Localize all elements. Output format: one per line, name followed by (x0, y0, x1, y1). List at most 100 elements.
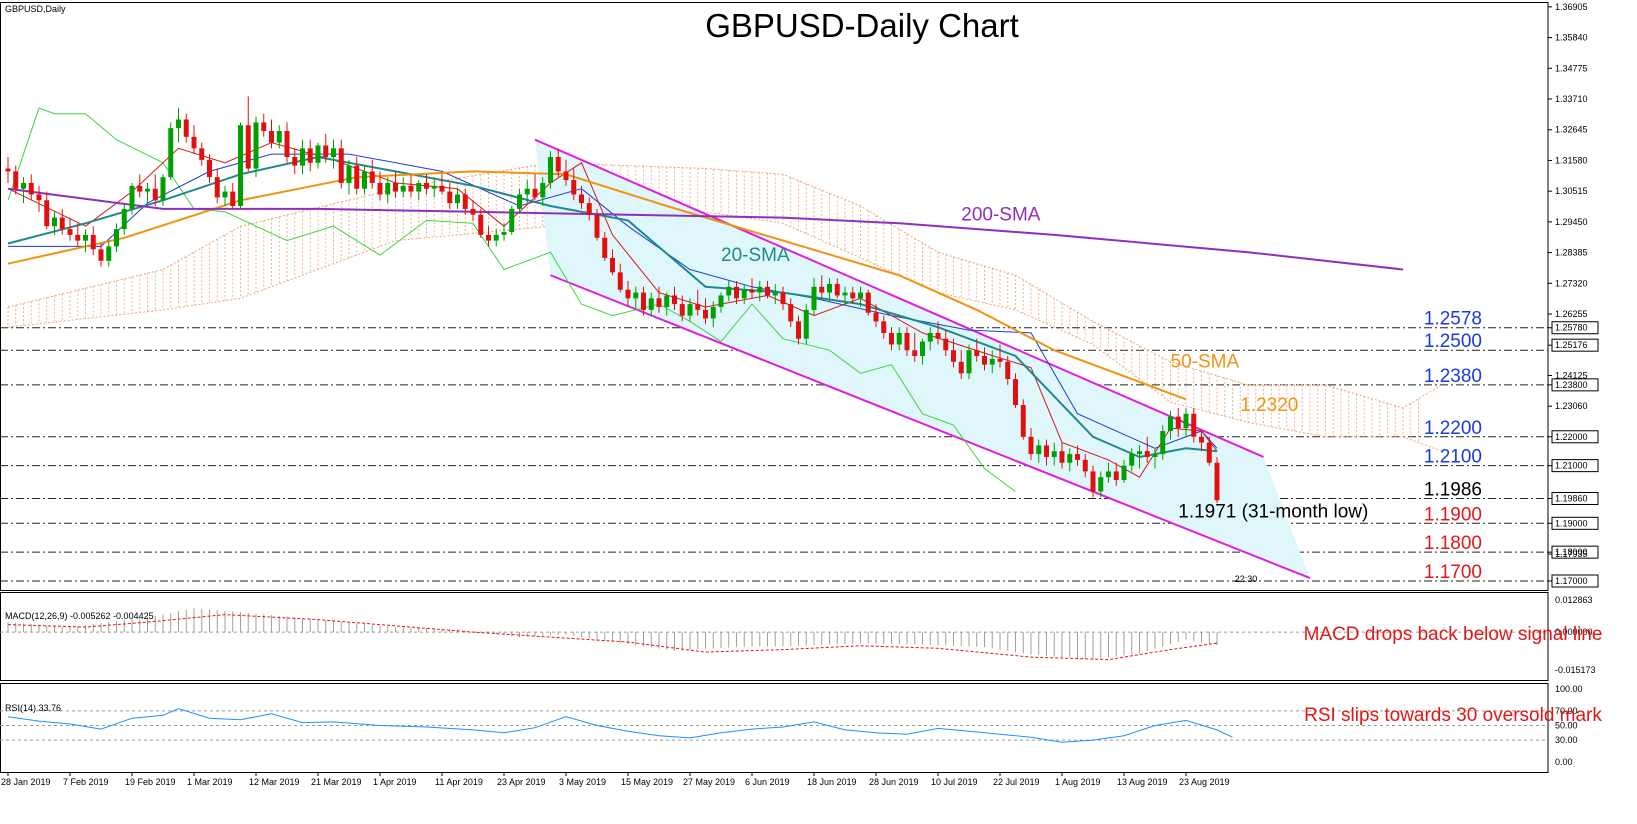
candle-body (935, 332, 941, 339)
macd-axis-label: 0.012863 (1555, 595, 1593, 605)
candle-body (951, 350, 956, 362)
candle-body (1113, 471, 1119, 481)
candle-body (532, 188, 538, 198)
candle-body (834, 283, 840, 296)
candle-body (292, 156, 298, 166)
price-tick-label: 1.22000 (1555, 432, 1588, 442)
candle-body (67, 229, 73, 235)
macd-axis-label: 0.000000 (1555, 627, 1593, 637)
candle-body (137, 185, 143, 192)
price-box (1551, 459, 1599, 473)
candle-body (765, 286, 770, 296)
chart-annotation: 20-SMA (721, 245, 790, 266)
candle-body (586, 203, 592, 215)
rsi-panel (0, 708, 1548, 743)
symbol-label: GBPUSD,Daily (5, 4, 66, 14)
candle-body (927, 332, 933, 342)
price-tick-label: 1.28385 (1555, 248, 1588, 258)
panel-frame (0, 2, 1549, 591)
channel-lower-line (550, 274, 1311, 580)
date-tick-label: 10 Jul 2019 (931, 777, 978, 787)
date-tick-label: 3 May 2019 (559, 777, 606, 787)
candle-body (1206, 442, 1212, 463)
candle-body (238, 125, 243, 207)
candle-body (989, 358, 995, 365)
price-box (1551, 574, 1599, 588)
candle-body (563, 171, 569, 181)
candle-body (997, 358, 1003, 362)
level-label: 1.2380 (1424, 366, 1482, 387)
candle-body (160, 177, 166, 201)
candle-body (36, 194, 42, 201)
candle-body (13, 171, 19, 189)
level-label: 1.1986 (1424, 480, 1482, 501)
candle-body (1168, 416, 1173, 432)
candle-body (1137, 451, 1142, 455)
panel-frame (0, 592, 1549, 681)
candle-body (726, 286, 732, 296)
date-tick-label: 15 May 2019 (621, 777, 673, 787)
candle-body (152, 188, 158, 201)
candle-body (1082, 459, 1088, 472)
candle-body (896, 332, 902, 345)
candle-body (354, 165, 360, 189)
candle-body (741, 289, 747, 299)
price-tick-label: 1.29450 (1555, 217, 1588, 227)
candle-body (323, 145, 329, 157)
candle-body (803, 309, 809, 339)
level-label: 1.2200 (1424, 418, 1482, 439)
price-tick-label: 1.34775 (1555, 63, 1588, 73)
candle-body (261, 122, 267, 132)
price-tick-label: 1.27320 (1555, 278, 1588, 288)
price-tick-label: 1.35840 (1555, 33, 1588, 43)
rsi-axis-label: 70.00 (1555, 706, 1578, 716)
candle-body (307, 148, 313, 163)
macd-signal-line (7, 614, 1218, 661)
candle-body (214, 177, 220, 198)
level-label: 1.1800 (1424, 533, 1482, 554)
candle-body (362, 171, 367, 189)
price-tick-label: 1.19860 (1555, 494, 1588, 504)
candlesticks-layer (5, 96, 1220, 504)
candle-body (796, 321, 801, 339)
rsi-axis-label: 50.00 (1555, 721, 1578, 731)
candle-body (199, 148, 205, 160)
rsi-line (7, 708, 1233, 743)
candle-body (300, 148, 305, 166)
panel-frame (0, 683, 1549, 773)
candle-body (338, 148, 344, 183)
candle-body (1121, 465, 1127, 481)
candle-body (1199, 436, 1204, 443)
candle-body (602, 237, 608, 258)
price-tick-label: 1.30515 (1555, 186, 1588, 196)
candle-body (548, 156, 553, 183)
candle-body (114, 229, 119, 247)
chart-annotation: 200-SMA (961, 204, 1041, 225)
candle-body (1129, 454, 1135, 466)
macd-panel (0, 608, 1548, 661)
candle-body (447, 191, 453, 204)
date-tick-label: 11 Apr 2019 (435, 777, 483, 787)
candle-body (207, 159, 212, 178)
candle-body (656, 298, 662, 307)
macd-axis-label: -0.015173 (1555, 665, 1596, 675)
price-box (1551, 338, 1599, 352)
candle-body (129, 185, 135, 209)
candle-body (920, 341, 925, 357)
price-tick-label: 1.31580 (1555, 155, 1588, 165)
candle-body (168, 128, 174, 178)
candle-body (121, 208, 127, 230)
candle-body (811, 286, 817, 310)
candle-body (1013, 379, 1018, 406)
candle-body (1144, 451, 1150, 457)
candle-body (1020, 405, 1026, 437)
chart-annotation: 50-SMA (1171, 352, 1240, 373)
panel-frames-layer (0, 2, 1549, 773)
candle-body (455, 194, 460, 204)
candle-body (850, 292, 856, 299)
price-tick-label: 1.24125 (1555, 370, 1588, 380)
rsi-label: RSI(14) 33.76 (5, 703, 61, 713)
candle-body (393, 182, 398, 192)
